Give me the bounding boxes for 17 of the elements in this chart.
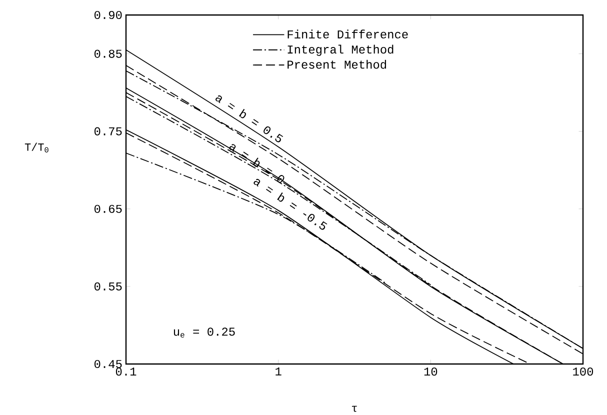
x-axis-title: τ bbox=[352, 406, 357, 412]
y-tick-label: 0.85 bbox=[94, 50, 122, 58]
legend-label: Finite Difference bbox=[288, 30, 408, 38]
y-tick-label: 0.90 bbox=[94, 10, 122, 20]
y-tick-label: 0.55 bbox=[94, 282, 122, 290]
legend-label: Integral Method bbox=[288, 44, 394, 56]
x-tick-label: 100 bbox=[573, 368, 594, 376]
y-tick-label: 0.45 bbox=[94, 360, 122, 368]
annotation: a = b = 0.5 bbox=[216, 95, 284, 142]
legend-label: Present Method bbox=[288, 60, 386, 69]
y-tick-label: 0.65 bbox=[94, 204, 122, 213]
y-axis-title: T/T$_{0}$ bbox=[24, 142, 48, 152]
x-tick-label: 0.1 bbox=[116, 368, 136, 376]
x-tick-label: 1 bbox=[276, 368, 282, 376]
x-tick-label: 10 bbox=[424, 368, 438, 376]
y-tick-label: 0.75 bbox=[94, 127, 122, 136]
annotation: u$_{e}$ = 0.25 bbox=[174, 328, 235, 338]
